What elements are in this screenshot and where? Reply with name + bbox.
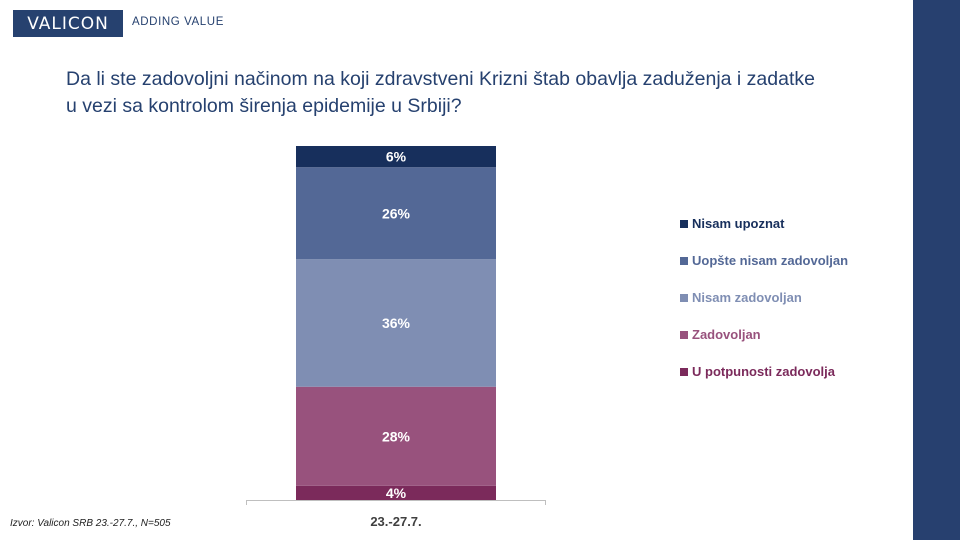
title-line-1: Da li ste zadovoljni načinom na koji zdr…: [66, 68, 815, 90]
data-label-4: 26%: [382, 205, 411, 221]
legend-label: U potpunosti zadovolja: [692, 364, 835, 379]
data-label-5: 6%: [386, 149, 407, 165]
legend-item-4: Zadovoljan: [680, 316, 900, 353]
x-tick-label-1: 23.-27.7.: [370, 514, 421, 529]
legend-label: Uopšte nisam zadovoljan: [692, 253, 849, 268]
title-line-2: u vezi sa kontrolom širenja epidemije u …: [66, 95, 462, 117]
bar-segment-2: [296, 386, 496, 486]
legend-item-1: Nisam upoznat: [680, 205, 900, 242]
page-title: Da li ste zadovoljni načinom na koji zdr…: [66, 66, 916, 120]
legend-swatch: [680, 256, 688, 265]
bar-segment-3: [296, 259, 496, 387]
legend-label: Zadovoljan: [692, 327, 761, 342]
right-decor-bar: [913, 0, 960, 540]
valicon-logo: VALICON: [13, 10, 123, 37]
source-note: Izvor: Valicon SRB 23.-27.7., N=505: [10, 518, 171, 529]
data-label-3: 36%: [382, 315, 411, 331]
data-label-1: 4%: [386, 485, 407, 501]
legend-swatch: [680, 367, 688, 376]
data-label-2: 28%: [382, 428, 411, 444]
legend-item-2: Uopšte nisam zadovoljan: [680, 242, 900, 279]
legend-swatch: [680, 330, 688, 339]
logo-text: VALICON: [27, 13, 109, 34]
legend-label: Nisam zadovoljan: [692, 290, 802, 305]
legend-item-3: Nisam zadovoljan: [680, 279, 900, 316]
chart-legend: Nisam upoznat Uopšte nisam zadovoljan Nisa…: [680, 205, 900, 390]
bar-segment-1: [296, 485, 496, 500]
legend-item-5: U potpunosti zadovolja: [680, 353, 900, 390]
legend-swatch: [680, 293, 688, 302]
bar-segment-4: [296, 167, 496, 260]
legend-label: Nisam upoznat: [692, 216, 785, 231]
bar-segment-5: [296, 146, 496, 168]
legend-swatch: [680, 219, 688, 228]
brand-tagline: ADDING VALUE: [132, 16, 224, 28]
